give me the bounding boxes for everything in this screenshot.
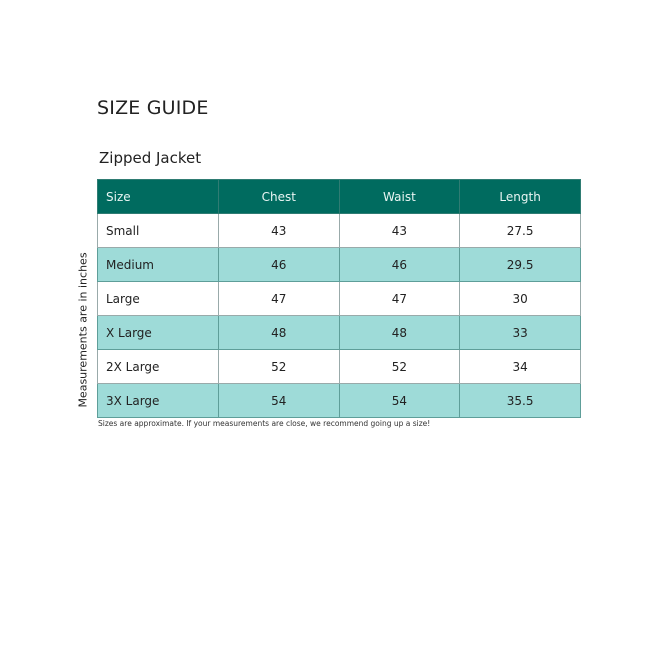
cell-waist: 48 bbox=[338, 315, 461, 350]
product-name: Zipped Jacket bbox=[99, 149, 202, 167]
cell-chest: 48 bbox=[217, 315, 340, 350]
table-row: Large 47 47 30 bbox=[97, 281, 581, 316]
table-row: 3X Large 54 54 35.5 bbox=[97, 383, 581, 418]
cell-size: Small bbox=[97, 213, 219, 248]
cell-waist: 43 bbox=[338, 213, 461, 248]
cell-length: 35.5 bbox=[459, 383, 581, 418]
table-row: Small 43 43 27.5 bbox=[97, 213, 581, 248]
cell-chest: 54 bbox=[217, 383, 340, 418]
column-header-size: Size bbox=[97, 179, 219, 214]
column-header-chest: Chest bbox=[217, 179, 340, 214]
cell-length: 34 bbox=[459, 349, 581, 384]
cell-waist: 52 bbox=[338, 349, 461, 384]
cell-chest: 43 bbox=[217, 213, 340, 248]
cell-waist: 47 bbox=[338, 281, 461, 316]
cell-chest: 52 bbox=[217, 349, 340, 384]
cell-size: X Large bbox=[97, 315, 219, 350]
header-row: Size Chest Waist Length bbox=[97, 179, 581, 214]
cell-waist: 54 bbox=[338, 383, 461, 418]
cell-chest: 46 bbox=[217, 247, 340, 282]
table-row: Medium 46 46 29.5 bbox=[97, 247, 581, 282]
cell-size: 2X Large bbox=[97, 349, 219, 384]
page-title: SIZE GUIDE bbox=[97, 97, 209, 119]
table-row: X Large 48 48 33 bbox=[97, 315, 581, 350]
table-row: 2X Large 52 52 34 bbox=[97, 349, 581, 384]
size-note: Sizes are approximate. If your measureme… bbox=[98, 419, 431, 428]
cell-length: 33 bbox=[459, 315, 581, 350]
cell-size: Large bbox=[97, 281, 219, 316]
cell-length: 27.5 bbox=[459, 213, 581, 248]
size-table: Size Chest Waist Length Small 43 43 27.5 Medium… bbox=[97, 179, 581, 418]
cell-size: Medium bbox=[97, 247, 219, 282]
cell-waist: 46 bbox=[338, 247, 461, 282]
units-label: Measurements are in inches bbox=[76, 252, 90, 408]
cell-chest: 47 bbox=[217, 281, 340, 316]
cell-size: 3X Large bbox=[97, 383, 219, 418]
cell-length: 30 bbox=[459, 281, 581, 316]
column-header-length: Length bbox=[459, 179, 581, 214]
column-header-waist: Waist bbox=[338, 179, 461, 214]
cell-length: 29.5 bbox=[459, 247, 581, 282]
